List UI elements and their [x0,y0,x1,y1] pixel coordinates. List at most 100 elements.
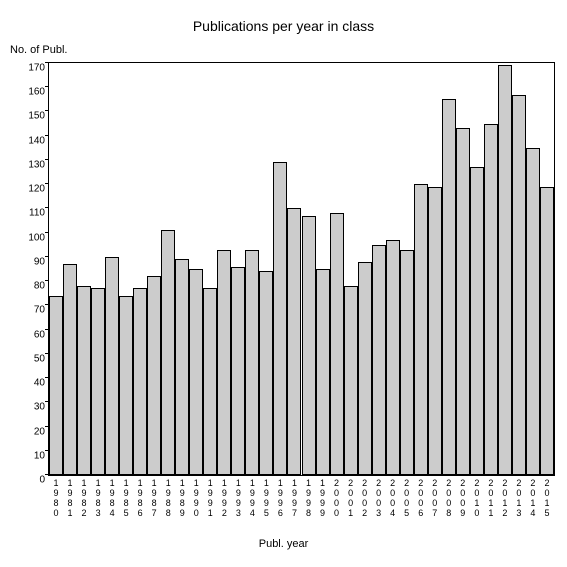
x-tick-label: 1993 [231,475,245,519]
x-tick-label: 1980 [49,475,63,519]
y-tick-mark [45,207,49,208]
y-tick-mark [45,135,49,136]
bar [386,240,400,475]
x-tick-label: 1989 [175,475,189,519]
bar [484,124,498,475]
x-tick-label: 2015 [540,475,554,519]
chart-container: Publications per year in class No. of Pu… [0,0,567,567]
x-tick-label: 1997 [287,475,301,519]
bar [414,184,428,475]
y-tick-label: 140 [28,135,49,146]
x-tick-label: 2009 [456,475,470,519]
x-tick-label: 1986 [133,475,147,519]
bar [358,262,372,475]
x-tick-label: 1998 [302,475,316,519]
y-tick-label: 150 [28,111,49,122]
bar [526,148,540,475]
bar [175,259,189,475]
y-tick-label: 0 [39,475,49,486]
y-tick-mark [45,256,49,257]
x-tick-label: 1991 [203,475,217,519]
bar [105,257,119,475]
x-tick-label: 2008 [442,475,456,519]
y-tick-mark [45,110,49,111]
x-tick-label: 1984 [105,475,119,519]
y-tick-label: 50 [34,353,49,364]
bar [512,95,526,475]
x-tick-label: 2007 [428,475,442,519]
bar [540,187,554,475]
y-tick-label: 70 [34,305,49,316]
x-tick-label: 2014 [526,475,540,519]
y-tick-label: 90 [34,256,49,267]
x-tick-label: 2004 [386,475,400,519]
x-tick-label: 1985 [119,475,133,519]
y-tick-mark [45,86,49,87]
y-tick-label: 160 [28,87,49,98]
x-tick-label: 1999 [316,475,330,519]
bar [77,286,91,475]
bar [259,271,273,475]
chart-title: Publications per year in class [0,18,567,34]
bar [330,213,344,475]
x-tick-label: 2013 [512,475,526,519]
y-tick-label: 80 [34,281,49,292]
x-tick-label: 1996 [273,475,287,519]
bar [63,264,77,475]
y-tick-label: 120 [28,184,49,195]
y-tick-mark [45,280,49,281]
x-tick-label: 2011 [484,475,498,519]
x-axis-label: Publ. year [0,538,567,550]
bar [119,296,133,475]
bar [287,208,301,475]
x-tick-label: 2002 [358,475,372,519]
bar [498,65,512,475]
x-tick-label: 1992 [217,475,231,519]
bar [217,250,231,475]
x-tick-label: 2005 [400,475,414,519]
y-tick-label: 130 [28,159,49,170]
bar [344,286,358,475]
y-tick-mark [45,159,49,160]
y-tick-label: 60 [34,329,49,340]
y-tick-mark [45,183,49,184]
bar [49,296,63,475]
x-tick-label: 1982 [77,475,91,519]
x-tick-label: 2003 [372,475,386,519]
x-tick-label: 1981 [63,475,77,519]
y-tick-mark [45,62,49,63]
y-tick-label: 110 [29,208,49,219]
plot-area: 0102030405060708090100110120130140150160… [48,62,555,476]
bar [231,267,245,475]
x-tick-label: 1994 [245,475,259,519]
y-tick-label: 100 [28,232,49,243]
bar [456,128,470,475]
bar [470,167,484,475]
bar [273,162,287,475]
bar [316,269,330,475]
bar [133,288,147,475]
x-tick-label: 2012 [498,475,512,519]
x-tick-label: 1987 [147,475,161,519]
y-tick-label: 30 [34,402,49,413]
bar [203,288,217,475]
bar [428,187,442,475]
bar [442,99,456,475]
bar [302,216,316,475]
bar [400,250,414,475]
bar [147,276,161,475]
bar [189,269,203,475]
bar [91,288,105,475]
y-tick-label: 10 [34,450,49,461]
x-tick-label: 1988 [161,475,175,519]
bar [372,245,386,475]
x-tick-label: 2001 [344,475,358,519]
x-tick-label: 1990 [189,475,203,519]
x-tick-label: 2006 [414,475,428,519]
x-tick-label: 1995 [259,475,273,519]
y-tick-mark [45,232,49,233]
x-tick-label: 2000 [330,475,344,519]
x-tick-label: 1983 [91,475,105,519]
y-tick-label: 40 [34,378,49,389]
y-axis-label: No. of Publ. [10,44,67,56]
